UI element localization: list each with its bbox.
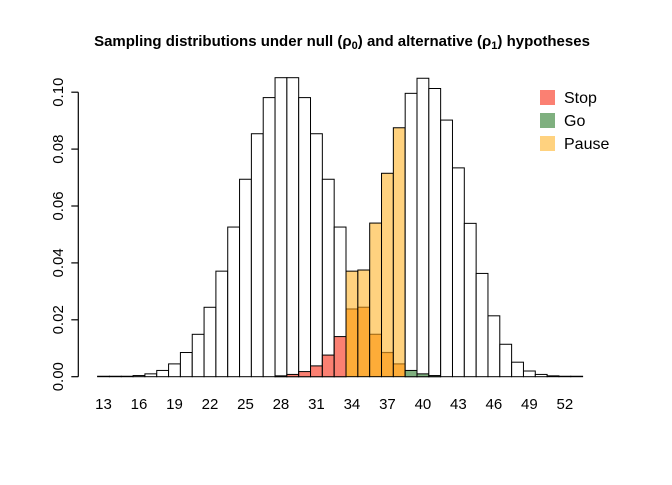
legend-label-stop: Stop — [564, 90, 597, 107]
legend-swatch-pause — [540, 136, 555, 151]
x-tick-label: 31 — [308, 396, 325, 413]
legend-label-pause: Pause — [564, 136, 609, 153]
y-tick-label: 0.02 — [50, 305, 67, 334]
null-bar — [169, 364, 181, 377]
null-bar — [228, 227, 240, 377]
alternative-bar — [441, 120, 453, 377]
null-bar — [133, 376, 145, 377]
alternative-bar — [453, 168, 465, 377]
null-bar — [192, 334, 204, 376]
legend-label-go: Go — [564, 113, 585, 130]
x-tick-label: 19 — [166, 396, 183, 413]
pause-bar-light — [382, 173, 394, 376]
y-tick-label: 0.10 — [50, 78, 67, 107]
go-bar — [417, 374, 429, 377]
pause-bar-overlap — [370, 334, 382, 376]
legend-swatch-go — [540, 113, 555, 128]
stop-bar — [275, 376, 287, 377]
null-bar — [322, 179, 334, 376]
alternative-bar — [464, 223, 476, 376]
y-tick-label: 0.08 — [50, 134, 67, 163]
alternative-bar — [417, 78, 429, 376]
x-tick-label: 46 — [486, 396, 503, 413]
null-bar — [204, 307, 216, 376]
null-bar — [275, 78, 287, 377]
pause-bar-overlap — [393, 364, 405, 377]
null-bar — [145, 374, 157, 377]
null-bar — [287, 78, 299, 377]
x-tick-label: 49 — [521, 396, 538, 413]
stop-bar — [322, 355, 334, 377]
alternative-bar — [547, 376, 559, 377]
alternative-bar — [429, 89, 441, 377]
null-bar — [216, 271, 228, 377]
title-segment: Sampling distributions under null (ρ — [94, 33, 352, 50]
pause-bar-overlap — [382, 353, 394, 377]
null-bar — [311, 134, 323, 377]
x-tick-label: 25 — [237, 396, 254, 413]
null-bar — [251, 134, 263, 377]
plot-title: Sampling distributions under null (ρ0) a… — [94, 33, 590, 52]
stop-bar — [334, 337, 346, 377]
alternative-bar — [500, 344, 512, 376]
alternative-bar — [405, 93, 417, 376]
stop-bar — [299, 372, 311, 377]
x-tick-label: 16 — [131, 396, 148, 413]
null-bar — [263, 98, 275, 377]
x-tick-label: 22 — [202, 396, 219, 413]
legend-swatch-stop — [540, 90, 555, 105]
stop-bar — [287, 374, 299, 376]
null-bar — [157, 370, 169, 376]
null-bar — [240, 179, 252, 376]
go-bar — [405, 370, 417, 376]
alternative-bar — [523, 371, 535, 377]
null-bar — [180, 353, 192, 377]
alternative-bar — [476, 273, 488, 376]
title-segment: ) hypotheses — [497, 33, 590, 50]
stop-bar — [311, 366, 323, 377]
title-segment: ) and alternative (ρ — [358, 33, 491, 50]
alternative-bar — [488, 316, 500, 377]
x-tick-label: 28 — [273, 396, 290, 413]
x-tick-label: 37 — [379, 396, 396, 413]
pause-bar-overlap — [346, 309, 358, 377]
pause-bar-light — [393, 128, 405, 377]
x-tick-label: 13 — [95, 396, 112, 413]
x-tick-label: 43 — [450, 396, 467, 413]
y-tick-label: 0.04 — [50, 248, 67, 277]
y-tick-label: 0.00 — [50, 362, 67, 391]
pause-bar-overlap — [358, 307, 370, 376]
x-tick-label: 40 — [415, 396, 432, 413]
y-tick-label: 0.06 — [50, 191, 67, 220]
alternative-bar — [512, 362, 524, 377]
null-bar — [299, 98, 311, 377]
x-tick-label: 52 — [557, 396, 574, 413]
go-bar — [429, 376, 441, 377]
x-tick-label: 34 — [344, 396, 361, 413]
alternative-bar — [535, 374, 547, 376]
